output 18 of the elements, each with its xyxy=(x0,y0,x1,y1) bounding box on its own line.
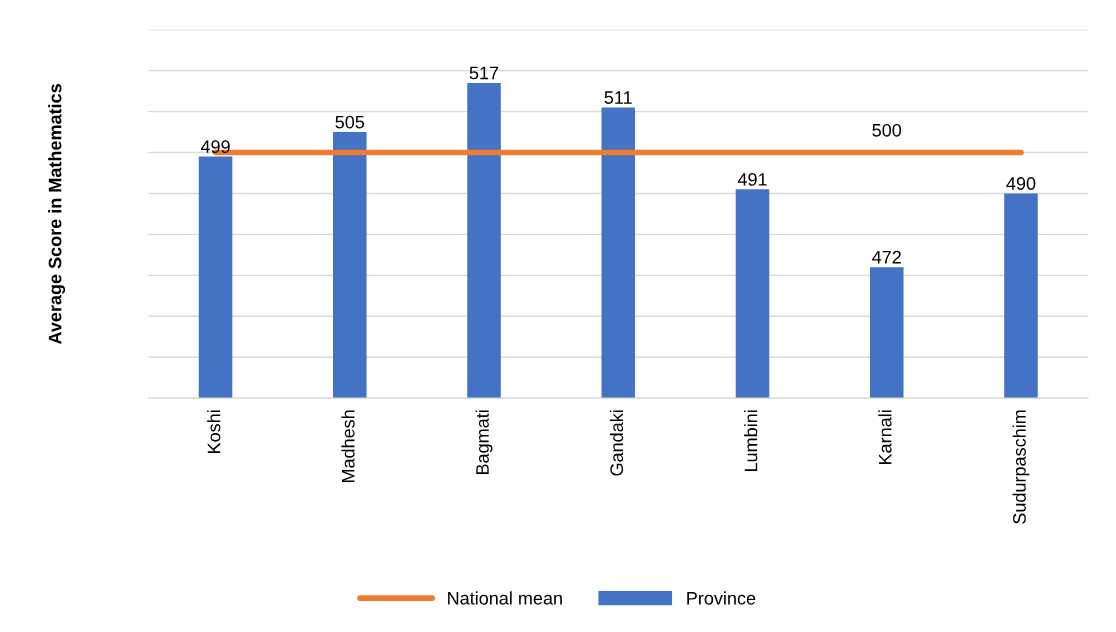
data-label: 499 xyxy=(200,140,230,154)
data-label: 505 xyxy=(335,115,365,129)
x-tick-label: Bagmati xyxy=(475,410,493,475)
x-tick-label: Karnali xyxy=(878,410,892,464)
x-tick-label: Lumbini xyxy=(744,410,758,472)
data-label: 500 xyxy=(872,123,902,137)
legend-label: National mean xyxy=(448,591,562,605)
x-tick-label: Gandaki xyxy=(609,410,624,476)
x-tick-label: Koshi xyxy=(207,410,221,453)
data-label: 472 xyxy=(872,250,901,264)
x-tick-label: Sudurpaschim xyxy=(1012,410,1030,524)
data-label: 491 xyxy=(737,173,767,186)
y-axis-title: Average Score in Mathematics xyxy=(48,84,66,345)
data-label: 517 xyxy=(469,66,499,80)
data-label: 490 xyxy=(1006,177,1036,190)
legend-label: Province xyxy=(687,591,756,605)
x-tick-label: Madhesh xyxy=(341,410,355,483)
data-label: 511 xyxy=(604,91,632,104)
